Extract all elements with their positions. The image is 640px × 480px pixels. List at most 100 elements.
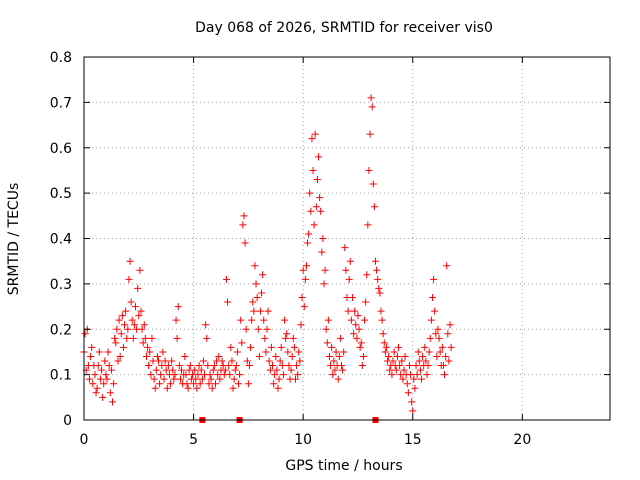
data-point [432, 330, 440, 338]
data-point [81, 330, 89, 338]
data-point [319, 235, 327, 242]
data-point [99, 393, 107, 401]
data-point [138, 325, 146, 333]
data-point [407, 371, 415, 379]
data-point [103, 375, 111, 383]
data-point [161, 357, 169, 365]
data-point [108, 398, 116, 406]
data-point [163, 384, 171, 392]
data-point [248, 316, 256, 324]
data-point [380, 339, 388, 347]
data-point [414, 348, 422, 356]
data-point [282, 334, 290, 342]
axis-ticks: 0 0.1 0.2 0.3 0.4 0.5 0.6 0.7 0.8 0 5 10 15 20 [50, 50, 610, 448]
data-point [195, 362, 203, 370]
data-point [215, 352, 223, 360]
y-tick-label: 0.4 [50, 232, 72, 248]
data-point [308, 135, 316, 143]
data-point [370, 203, 378, 211]
data-point [88, 343, 96, 351]
data-point [193, 384, 201, 392]
data-point [430, 275, 438, 283]
data-point [382, 343, 390, 351]
data-point [277, 343, 285, 351]
data-point [352, 321, 360, 329]
data-point [214, 371, 222, 379]
data-point [398, 357, 406, 365]
data-point [304, 239, 312, 247]
y-tick-label: 0.6 [50, 141, 72, 157]
data-point [265, 357, 273, 365]
data-point [324, 316, 332, 324]
data-point [111, 334, 119, 342]
data-point [87, 352, 95, 360]
data-point [95, 348, 103, 356]
data-point [147, 371, 155, 379]
data-point [102, 371, 110, 379]
data-point [422, 357, 430, 365]
data-point [421, 343, 429, 351]
data-point [411, 384, 419, 392]
data-point [403, 380, 411, 388]
data-point [239, 221, 247, 229]
data-point [171, 371, 179, 379]
data-point [436, 348, 444, 356]
data-point [114, 357, 122, 365]
data-point [222, 275, 230, 283]
data-point [401, 352, 409, 360]
data-point [412, 362, 420, 370]
data-point [355, 325, 363, 333]
data-point [433, 352, 441, 360]
data-point [396, 362, 404, 370]
data-point [310, 221, 318, 229]
data-point [207, 375, 215, 383]
data-point [186, 362, 194, 370]
y-tick-label: 0.3 [50, 277, 72, 293]
data-point [162, 366, 170, 374]
data-point [373, 266, 381, 274]
data-point [278, 362, 286, 370]
data-point [192, 375, 200, 383]
data-point [299, 266, 307, 274]
data-point [175, 362, 183, 370]
data-point [369, 180, 377, 188]
y-tick-label: 0 [63, 413, 72, 429]
data-point [218, 357, 226, 365]
y-tick-label: 0.7 [50, 95, 72, 111]
data-point [230, 375, 238, 383]
data-point [168, 357, 176, 365]
data-point [134, 284, 142, 292]
data-point [123, 334, 131, 342]
data-point [426, 334, 434, 342]
data-point [272, 352, 280, 360]
data-point [348, 293, 356, 301]
data-point [125, 275, 133, 283]
data-point [263, 325, 271, 333]
data-point [266, 366, 274, 374]
x-tick-label: 10 [294, 432, 312, 448]
data-point [198, 375, 206, 383]
data-point [148, 334, 156, 342]
data-point [249, 298, 257, 306]
data-point [340, 348, 348, 356]
data-point [152, 366, 160, 374]
data-point [347, 316, 355, 324]
data-point [317, 207, 325, 215]
data-point [322, 325, 330, 333]
data-point [318, 248, 326, 256]
data-point [425, 348, 433, 356]
data-point [146, 348, 154, 356]
data-point [191, 366, 199, 374]
data-point [377, 307, 385, 315]
data-point [235, 380, 243, 388]
data-point [176, 375, 184, 383]
data-point [334, 375, 342, 383]
data-point [92, 389, 100, 397]
data-point [331, 366, 339, 374]
data-point [238, 339, 246, 347]
data-point [118, 312, 126, 320]
data-point [408, 398, 416, 406]
data-point [362, 298, 370, 306]
data-point [338, 362, 346, 370]
data-point [364, 221, 372, 229]
